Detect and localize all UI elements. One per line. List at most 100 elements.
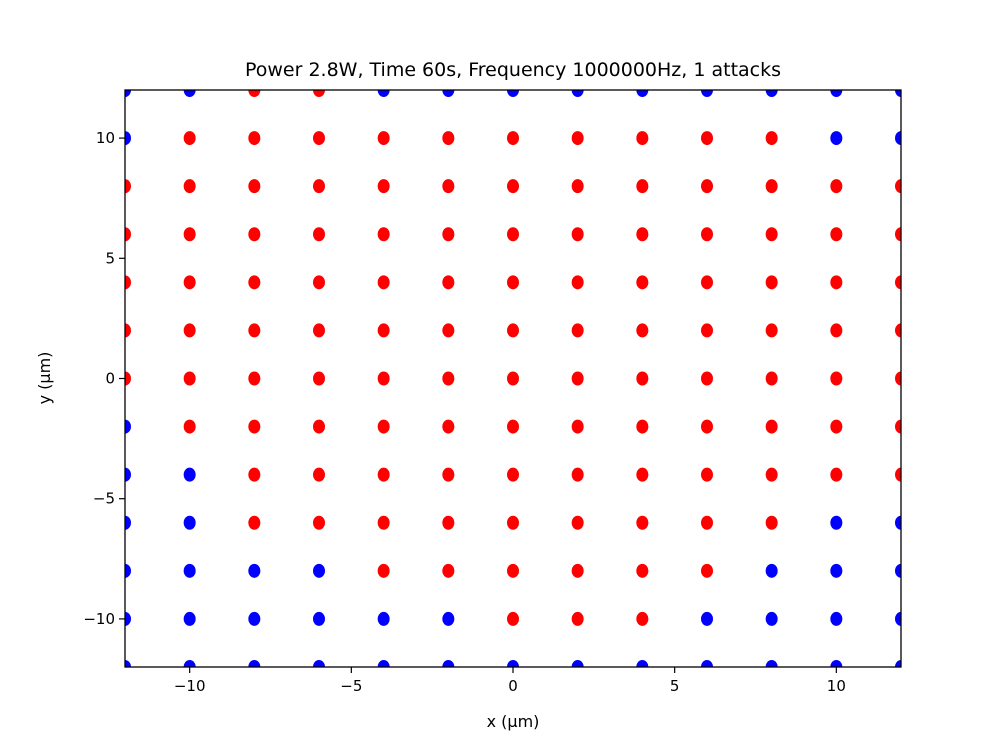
blue-point (125, 90, 131, 97)
blue-point (313, 563, 325, 578)
red-point (183, 419, 196, 434)
y-tick-label: −5 (93, 490, 115, 508)
red-point (377, 275, 390, 290)
red-point (377, 371, 390, 386)
red-point (701, 275, 713, 290)
red-point (507, 611, 519, 626)
red-point (248, 179, 261, 194)
red-point (183, 227, 196, 242)
red-point (183, 275, 196, 290)
red-point (248, 275, 261, 290)
red-point (571, 131, 584, 146)
red-point (507, 467, 519, 482)
red-point (701, 563, 713, 578)
red-point (313, 371, 325, 386)
blue-point (183, 563, 196, 578)
blue-point (125, 563, 131, 578)
red-point (125, 371, 131, 386)
red-point (636, 419, 649, 434)
blue-point (377, 660, 390, 667)
red-point (895, 371, 901, 386)
x-tick-label: −5 (340, 677, 362, 695)
blue-point (377, 90, 390, 97)
red-point (507, 275, 519, 290)
red-point (571, 563, 584, 578)
red-point (895, 323, 901, 338)
red-point (507, 179, 519, 194)
red-point (313, 467, 325, 482)
red-point (248, 90, 261, 97)
blue-point (895, 611, 901, 626)
red-point (636, 563, 649, 578)
x-axis-label: x (µm) (487, 712, 540, 731)
blue-point (895, 563, 901, 578)
red-point (701, 227, 713, 242)
red-point (377, 419, 390, 434)
red-point (701, 131, 713, 146)
blue-point (125, 419, 131, 434)
red-point (507, 131, 519, 146)
red-point (830, 419, 843, 434)
x-tick-label: 10 (827, 677, 846, 695)
blue-point (125, 467, 131, 482)
red-point (571, 179, 584, 194)
red-point (183, 323, 196, 338)
red-point (377, 563, 390, 578)
red-point (183, 371, 196, 386)
red-point (313, 90, 325, 97)
blue-point (830, 515, 843, 530)
red-point (442, 419, 455, 434)
red-point (765, 515, 778, 530)
red-point (377, 179, 390, 194)
red-point (765, 371, 778, 386)
red-point (571, 611, 584, 626)
red-point (442, 227, 455, 242)
red-point (571, 419, 584, 434)
red-point (830, 371, 843, 386)
blue-point (701, 611, 713, 626)
red-point (636, 179, 649, 194)
red-point (442, 515, 455, 530)
blue-point (125, 131, 131, 146)
blue-point (765, 90, 778, 97)
blue-point (183, 611, 196, 626)
blue-point (895, 131, 901, 146)
red-point (248, 419, 261, 434)
red-point (313, 419, 325, 434)
red-point (765, 179, 778, 194)
blue-point (125, 515, 131, 530)
red-point (830, 179, 843, 194)
red-point (507, 563, 519, 578)
red-point (507, 515, 519, 530)
red-point (377, 131, 390, 146)
blue-point (183, 90, 196, 97)
red-point (248, 515, 261, 530)
red-point (701, 371, 713, 386)
red-point (830, 275, 843, 290)
red-point (571, 515, 584, 530)
red-point (571, 467, 584, 482)
blue-point (701, 660, 713, 667)
red-point (701, 179, 713, 194)
blue-point (313, 611, 325, 626)
red-point (248, 131, 261, 146)
red-point (442, 371, 455, 386)
red-point (442, 323, 455, 338)
red-point (636, 275, 649, 290)
red-point (636, 131, 649, 146)
red-point (125, 323, 131, 338)
red-point (636, 371, 649, 386)
red-point (636, 323, 649, 338)
red-point (313, 227, 325, 242)
blue-point (830, 611, 843, 626)
blue-point (830, 563, 843, 578)
blue-point (571, 660, 584, 667)
blue-point (830, 660, 843, 667)
blue-point (895, 90, 901, 97)
blue-point (830, 90, 843, 97)
red-point (442, 563, 455, 578)
red-point (507, 227, 519, 242)
points-layer (125, 90, 901, 667)
red-point (507, 371, 519, 386)
red-point (765, 131, 778, 146)
